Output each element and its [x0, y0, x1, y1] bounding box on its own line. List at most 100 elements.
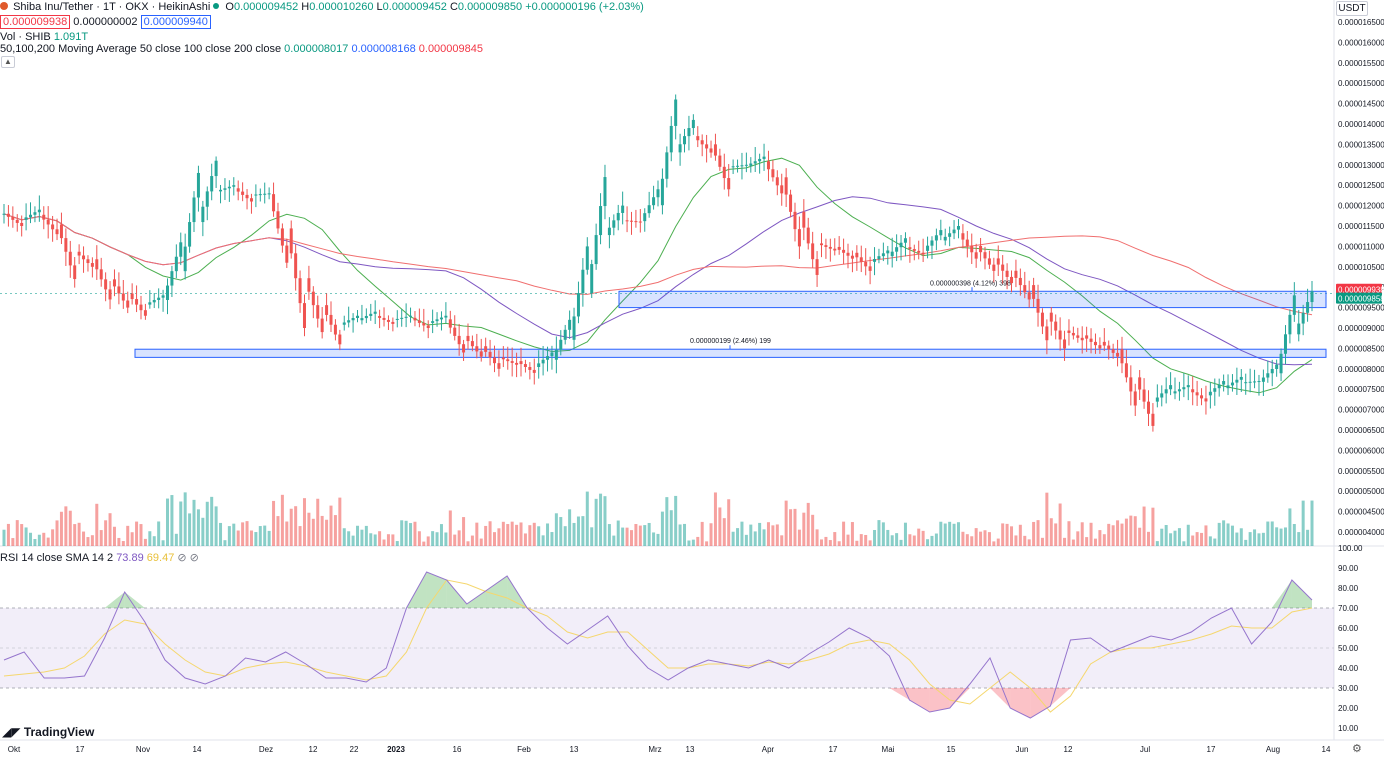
volume-bar [1014, 535, 1018, 546]
candle-body [369, 313, 373, 316]
volume-bar [20, 524, 24, 546]
volume-bar [722, 518, 726, 546]
volume-bar [939, 521, 943, 546]
volume-bar [249, 530, 253, 546]
sell-button[interactable]: 0.000009938 [0, 15, 71, 29]
candle-body [148, 302, 152, 305]
candle-body [510, 361, 514, 363]
candle-body [1045, 326, 1049, 341]
candle-body [594, 235, 598, 265]
candle-body [506, 359, 510, 362]
volume-bar [1222, 520, 1226, 546]
candle-body [360, 318, 364, 321]
volume-bar [294, 506, 298, 546]
candle-body [1001, 264, 1005, 271]
volume-bar [868, 540, 872, 546]
ma100-value: 0.000008168 [351, 43, 416, 55]
rsi-tick-label: 70.00 [1338, 604, 1359, 613]
candle-body [475, 346, 479, 352]
volume-bar [638, 525, 642, 546]
buy-button[interactable]: 0.000009940 [140, 15, 211, 29]
volume-bar [594, 498, 598, 546]
chevron-up-icon[interactable]: ▲ [1, 56, 15, 68]
symbol-title[interactable]: Shiba Inu/Tether · 1T · OKX · HeikinAshi [13, 1, 211, 13]
volume-bar [1138, 527, 1142, 546]
candle-body [758, 158, 762, 162]
candle-body [736, 165, 740, 167]
time-axis[interactable]: Okt 17 Nov 14 Dez 12 22 2023 16 Feb 13 Mrz 13 Apr 17 Ma… [8, 745, 1331, 754]
time-tick-label: Nov [136, 745, 150, 754]
volume-label[interactable]: Vol · SHIB [0, 31, 51, 43]
candle-body [638, 221, 642, 223]
volume-bar [59, 511, 63, 546]
candle-body [210, 176, 214, 192]
candle-body [868, 266, 872, 271]
volume-bar [1169, 533, 1173, 546]
volume-bar [912, 535, 916, 546]
ma-label[interactable]: 50,100,200 Moving Average 50 close 100 c… [0, 43, 282, 55]
candle-body [864, 261, 868, 267]
candle-body [576, 293, 580, 317]
volume-bar [559, 517, 563, 546]
currency-selector[interactable]: USDT [1336, 1, 1368, 16]
volume-bar [236, 530, 240, 546]
rsi-overbought-fill [426, 572, 447, 608]
candle-body [1213, 388, 1217, 392]
volume-bar [1155, 541, 1159, 546]
volume-bar [1253, 529, 1257, 546]
volume-bar [342, 528, 346, 546]
volume-bar [1116, 520, 1120, 546]
volume-bar [532, 522, 536, 546]
rsi-overbought-fill [466, 590, 487, 608]
candle-body [139, 304, 143, 311]
candle-body [766, 161, 770, 170]
volume-bar [1257, 533, 1261, 546]
gear-icon[interactable]: ⚙ [1352, 743, 1362, 755]
candle-body [541, 359, 545, 364]
volume-bar [15, 520, 19, 546]
volume-bar [139, 524, 143, 546]
candle-body [170, 271, 174, 286]
rsi-label[interactable]: RSI 14 close SMA 14 2 [0, 552, 114, 564]
candle-body [797, 229, 801, 247]
candle-body [46, 219, 50, 225]
volume-bar [484, 525, 488, 546]
candle-body [523, 364, 527, 367]
volume-bar [806, 502, 810, 546]
volume-bar [873, 530, 877, 546]
candle-body [1098, 345, 1102, 349]
volume-bar [510, 521, 514, 546]
volume-bar [603, 496, 607, 546]
candle-body [258, 194, 262, 196]
candle-body [188, 222, 192, 247]
volume-bar [462, 517, 466, 546]
time-tick-label: 13 [686, 745, 695, 754]
candle-body [780, 185, 784, 194]
rsi-oversold-fill [990, 688, 1011, 708]
candle-body [249, 198, 253, 202]
volume-bars [2, 491, 1314, 546]
candle-body [744, 164, 748, 166]
rsi-tick-label: 40.00 [1338, 664, 1359, 673]
volume-bar [470, 535, 474, 546]
candle-body [687, 128, 691, 137]
price-zones[interactable]: 0.000000398 (4.12%) 398 0.000000199 (2.46… [134, 280, 1327, 358]
candle-body [1306, 302, 1310, 313]
time-tick-label: Aug [1266, 745, 1280, 754]
candle-body [934, 235, 938, 241]
rsi-legend: RSI 14 close SMA 14 2 73.89 69.47 ⊘ ⊘ [0, 551, 199, 564]
candle-body [192, 197, 196, 223]
time-tick-label: Okt [8, 745, 21, 754]
volume-bar [824, 536, 828, 546]
candle-body [899, 242, 903, 248]
tradingview-logo[interactable]: ◢◤ TradingView [2, 725, 94, 739]
candle-body [431, 321, 435, 323]
volume-bar [828, 540, 832, 546]
candle-body [563, 329, 567, 340]
volume-bar [267, 530, 271, 546]
